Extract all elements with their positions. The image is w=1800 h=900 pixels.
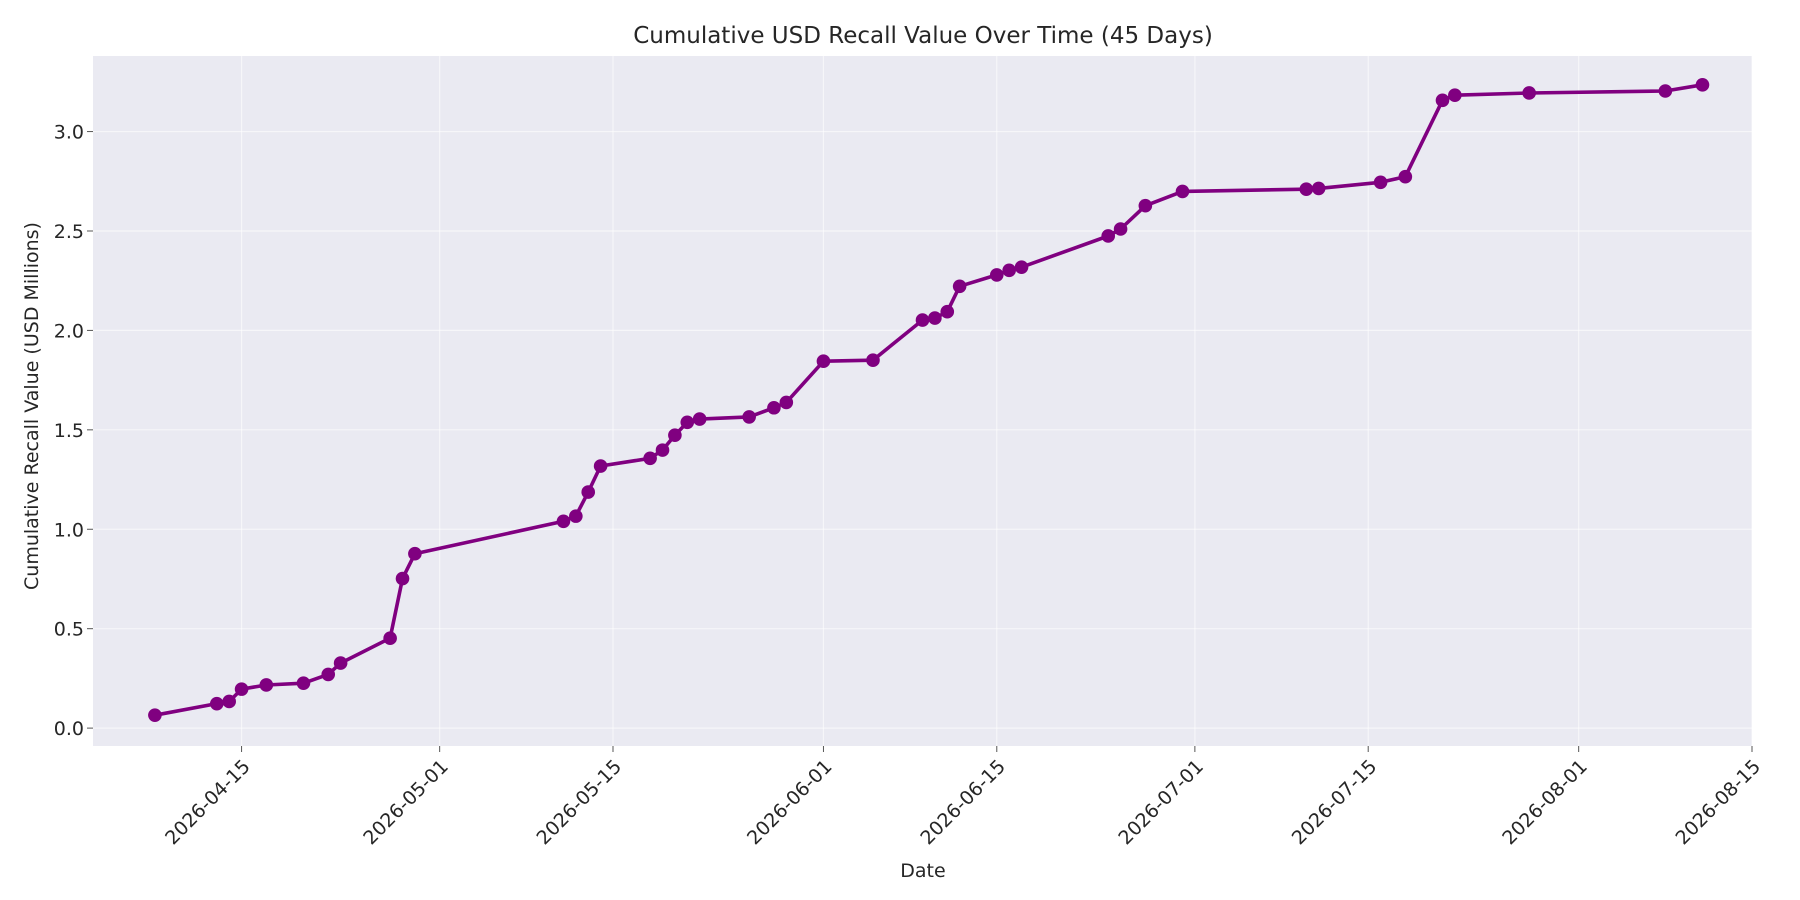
data-point: [643, 451, 657, 466]
data-point: [296, 676, 311, 690]
y-tick-label: 1.5: [54, 420, 84, 442]
data-point: [1448, 88, 1462, 102]
data-point: [556, 514, 571, 529]
y-axis-label: Cumulative Recall Value (USD Millions): [21, 222, 43, 590]
y-tick-label: 0.0: [54, 718, 84, 740]
x-tick-label: 2026-06-01: [743, 756, 837, 850]
data-point: [952, 279, 967, 294]
data-point: [742, 410, 756, 424]
data-point: [1138, 198, 1153, 213]
data-point: [940, 304, 955, 319]
data-point: [1373, 175, 1388, 190]
data-point: [915, 313, 930, 327]
data-point: [383, 631, 397, 646]
x-tick-label: 2026-08-01: [1498, 756, 1592, 850]
data-point: [1299, 182, 1314, 197]
grid: [93, 56, 1753, 746]
x-tick-label: 2026-04-15: [161, 756, 255, 850]
data-point: [1014, 260, 1029, 274]
data-point: [1311, 181, 1326, 196]
x-tick-label: 2026-08-15: [1672, 756, 1766, 850]
data-point: [321, 667, 336, 682]
data-point: [866, 353, 880, 368]
y-tick-label: 2.5: [54, 221, 84, 243]
chart-title: Cumulative USD Recall Value Over Time (4…: [633, 23, 1213, 49]
data-point: [222, 694, 236, 709]
data-point: [1175, 184, 1190, 199]
x-tick-label: 2026-07-01: [1114, 756, 1208, 850]
data-point: [928, 311, 942, 325]
data-point: [593, 459, 608, 473]
data-point: [1398, 169, 1413, 184]
x-tick-label: 2026-06-15: [916, 756, 1010, 850]
data-point: [692, 412, 707, 426]
data-point: [668, 428, 682, 443]
data-point: [1002, 263, 1016, 278]
data-point: [1113, 222, 1128, 236]
data-point: [767, 400, 781, 415]
data-point: [569, 509, 583, 523]
y-tick-label: 2.0: [54, 320, 84, 342]
y-tick-label: 1.0: [54, 519, 84, 541]
data-point: [234, 682, 249, 696]
data-point: [680, 415, 695, 430]
data-point: [989, 268, 1004, 282]
data-point: [210, 696, 224, 711]
data-point: [1435, 93, 1450, 108]
data-point: [1695, 78, 1710, 92]
y-tick-label: 0.5: [54, 619, 84, 641]
data-point: [333, 656, 348, 670]
y-tick-label: 3.0: [54, 122, 84, 144]
data-point: [1101, 229, 1116, 243]
series: [148, 78, 1710, 722]
data-point: [581, 485, 596, 499]
data-point: [1522, 86, 1536, 100]
data-point: [408, 546, 422, 561]
data-point: [1658, 84, 1673, 98]
x-tick-label: 2026-05-15: [532, 756, 626, 850]
x-axis-label: Date: [900, 860, 945, 882]
data-point: [395, 571, 410, 586]
x-tick-label: 2026-07-15: [1288, 756, 1382, 850]
x-tick-label: 2026-05-01: [359, 756, 453, 850]
data-point: [655, 443, 670, 457]
data-point: [779, 395, 794, 410]
data-point: [148, 708, 162, 722]
data-point: [816, 354, 831, 369]
plot-area: [93, 56, 1752, 746]
data-point: [259, 678, 274, 692]
